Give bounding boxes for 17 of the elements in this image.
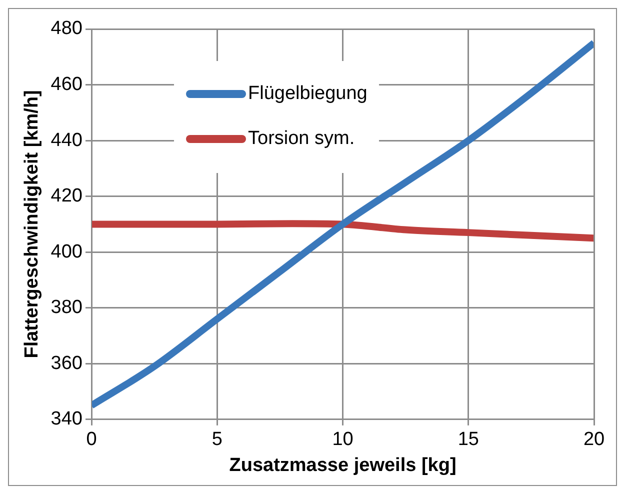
y-tick-label: 480 [50, 18, 82, 40]
x-tick-label: 20 [583, 429, 605, 450]
y-tick-label: 400 [50, 241, 82, 262]
legend-label: Flügelbiegung [248, 82, 368, 104]
x-tick-label: 5 [212, 429, 222, 450]
x-tick-label: 0 [86, 429, 97, 450]
y-tick-label: 460 [50, 74, 82, 96]
y-tick-label: 380 [50, 297, 82, 318]
y-tick-label: 420 [50, 186, 82, 207]
x-tick-label: 15 [458, 429, 479, 450]
legend-label: Torsion sym. [248, 128, 355, 150]
x-axis-title: Zusatzmasse jeweils [kg] [229, 454, 456, 476]
y-tick-label: 340 [50, 408, 82, 430]
y-tick-label: 360 [50, 352, 82, 374]
y-tick-label: 440 [50, 130, 82, 151]
y-axis-title: Flattergeschwindigkeit [km/h] [22, 90, 43, 358]
x-tick-label: 10 [332, 429, 354, 450]
